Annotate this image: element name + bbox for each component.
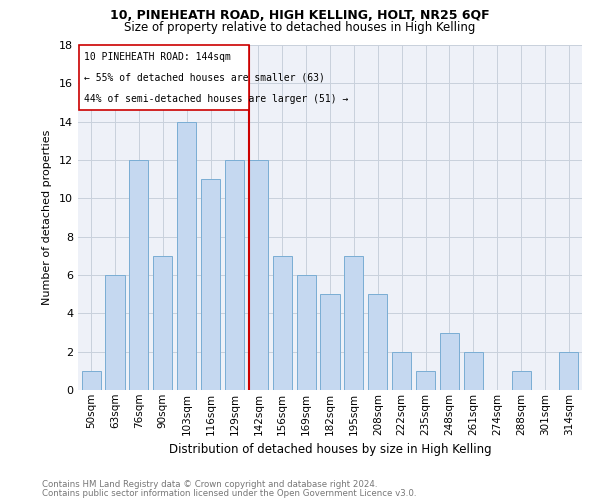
Text: Contains HM Land Registry data © Crown copyright and database right 2024.: Contains HM Land Registry data © Crown c… xyxy=(42,480,377,489)
Bar xyxy=(368,294,388,390)
Bar xyxy=(153,256,172,390)
Bar xyxy=(440,332,459,390)
Bar xyxy=(559,352,578,390)
Bar xyxy=(225,160,244,390)
Bar xyxy=(249,160,268,390)
Text: Size of property relative to detached houses in High Kelling: Size of property relative to detached ho… xyxy=(124,21,476,34)
Text: 10, PINEHEATH ROAD, HIGH KELLING, HOLT, NR25 6QF: 10, PINEHEATH ROAD, HIGH KELLING, HOLT, … xyxy=(110,9,490,22)
Bar xyxy=(106,275,125,390)
Bar xyxy=(416,371,435,390)
Y-axis label: Number of detached properties: Number of detached properties xyxy=(42,130,52,305)
Text: Contains public sector information licensed under the Open Government Licence v3: Contains public sector information licen… xyxy=(42,489,416,498)
Text: 10 PINEHEATH ROAD: 144sqm: 10 PINEHEATH ROAD: 144sqm xyxy=(84,52,231,62)
Bar xyxy=(320,294,340,390)
FancyBboxPatch shape xyxy=(79,45,249,110)
Bar xyxy=(392,352,411,390)
Text: ← 55% of detached houses are smaller (63): ← 55% of detached houses are smaller (63… xyxy=(84,73,325,83)
Bar xyxy=(130,160,148,390)
Bar xyxy=(201,179,220,390)
X-axis label: Distribution of detached houses by size in High Kelling: Distribution of detached houses by size … xyxy=(169,443,491,456)
Bar xyxy=(272,256,292,390)
Bar xyxy=(464,352,483,390)
Bar xyxy=(512,371,530,390)
Text: 44% of semi-detached houses are larger (51) →: 44% of semi-detached houses are larger (… xyxy=(84,94,349,104)
Bar xyxy=(296,275,316,390)
Bar xyxy=(344,256,364,390)
Bar xyxy=(82,371,101,390)
Bar xyxy=(177,122,196,390)
